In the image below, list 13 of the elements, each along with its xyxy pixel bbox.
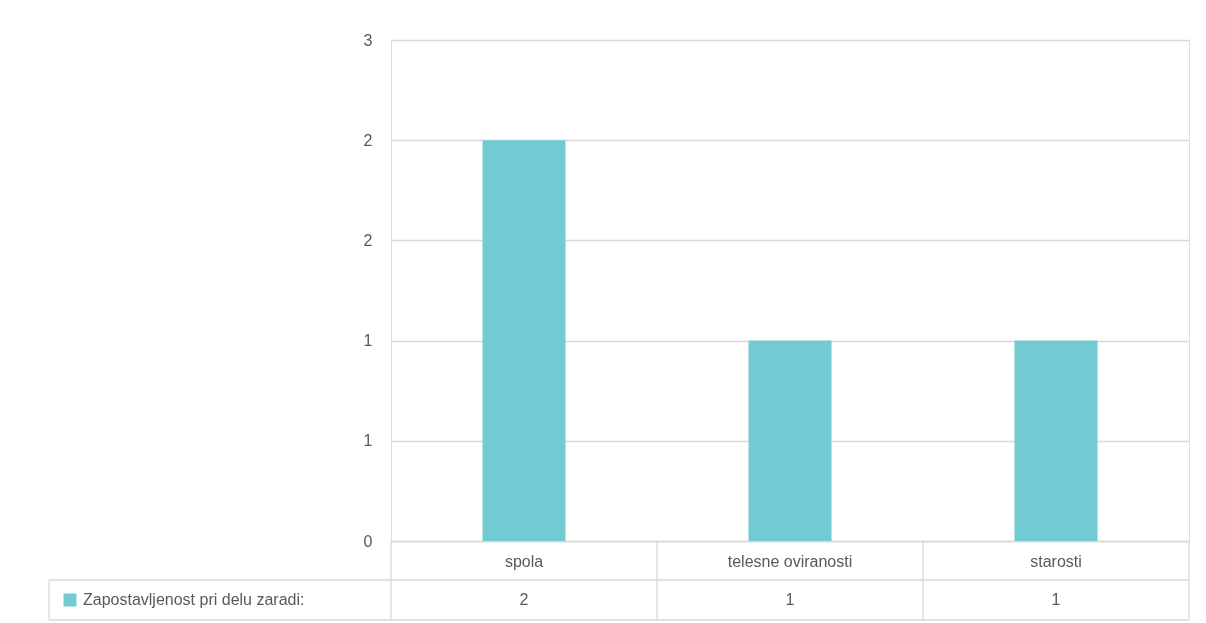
y-tick-label: 1 <box>363 432 373 450</box>
y-tick-label: 3 <box>363 31 373 49</box>
y-tick-label: 2 <box>363 131 373 149</box>
data-label: 1 <box>1051 591 1061 608</box>
y-tick-label: 0 <box>363 532 373 550</box>
legend-label: Zapostavljenost pri delu zaradi: <box>83 591 305 608</box>
x-tick-label: starosti <box>1030 552 1082 570</box>
y-tick-label: 2 <box>363 231 373 249</box>
data-label: 1 <box>785 591 795 608</box>
x-tick-label: spola <box>504 552 544 570</box>
data-label: 2 <box>519 591 529 608</box>
x-tick-label: telesne oviranosti <box>727 552 853 570</box>
y-tick-label: 1 <box>363 332 373 350</box>
